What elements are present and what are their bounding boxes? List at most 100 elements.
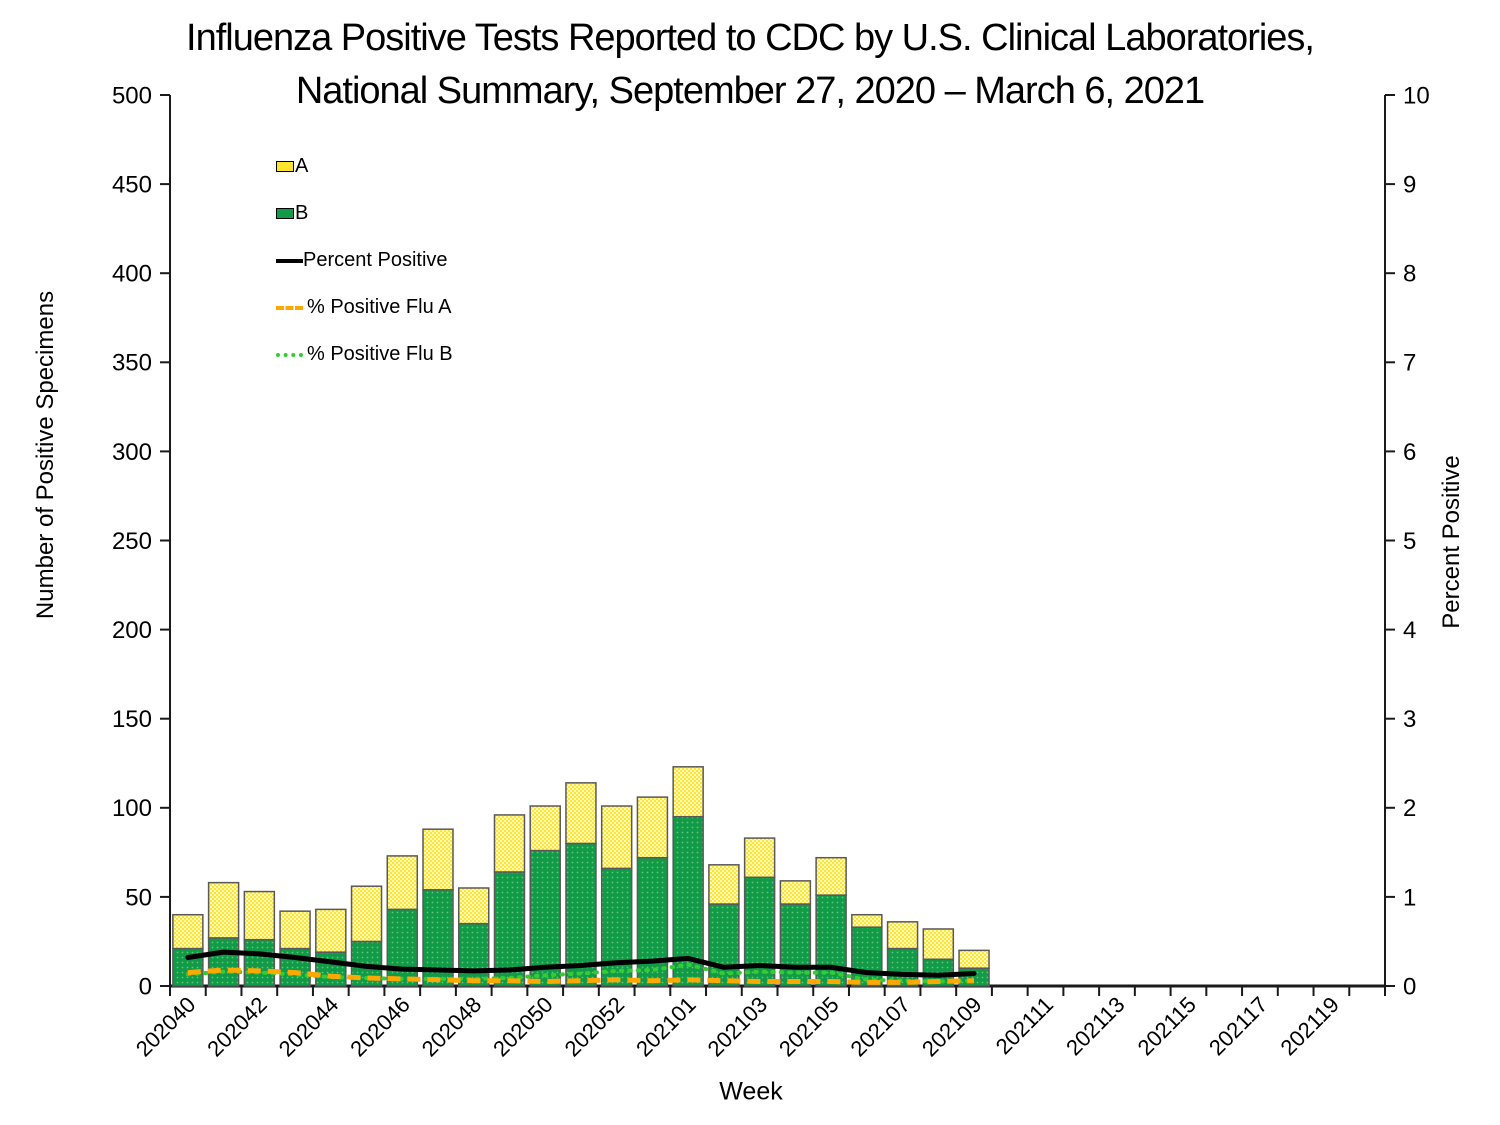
y-right-tick-label: 4 bbox=[1403, 617, 1416, 644]
y-left-tick-label: 50 bbox=[125, 884, 152, 911]
y-left-tick-label: 400 bbox=[112, 261, 152, 288]
percent-positive-line-sample bbox=[276, 258, 303, 263]
x-tick-label: 202050 bbox=[488, 992, 558, 1062]
bar-a-202041 bbox=[207, 881, 240, 939]
y-right-tick-label: 3 bbox=[1403, 706, 1416, 733]
bar-b-202046 bbox=[386, 908, 419, 987]
y-left-tick-label: 450 bbox=[112, 172, 152, 199]
chart-title-line1: Influenza Positive Tests Reported to CDC… bbox=[186, 17, 1315, 59]
pct-flu-b-line-sample bbox=[276, 352, 303, 357]
x-tick-label: 202107 bbox=[846, 992, 916, 1062]
flu-a-swatch bbox=[276, 161, 294, 172]
x-tick-label: 202048 bbox=[417, 992, 487, 1062]
chart-title: Influenza Positive Tests Reported to CDC… bbox=[0, 12, 1500, 118]
x-tick-label: 202119 bbox=[1275, 992, 1343, 1060]
y-right-tick-label: 2 bbox=[1403, 795, 1416, 822]
bar-a-202104 bbox=[779, 880, 812, 905]
y-left-tick-label: 300 bbox=[112, 439, 152, 466]
y-right-tick-label: 0 bbox=[1403, 973, 1416, 1000]
bar-a-202044 bbox=[315, 908, 347, 953]
y-left-tick-label: 200 bbox=[112, 617, 152, 644]
bars-group bbox=[172, 766, 990, 987]
bar-b-202052 bbox=[600, 867, 633, 987]
bar-a-202053 bbox=[636, 796, 669, 859]
y-left-tick-label: 350 bbox=[112, 350, 152, 377]
y-right-tick-label: 7 bbox=[1403, 350, 1416, 377]
bar-a-202108 bbox=[922, 928, 955, 961]
bar-a-202106 bbox=[851, 913, 883, 928]
x-tick-label: 202105 bbox=[774, 992, 844, 1062]
pct-flu-a-line-sample bbox=[276, 305, 303, 310]
bar-a-202107 bbox=[886, 921, 919, 950]
y-axis-right-title: Percent Positive bbox=[1438, 455, 1465, 629]
bar-b-202044 bbox=[315, 951, 347, 987]
bar-b-202042 bbox=[243, 938, 276, 987]
flu-b-swatch bbox=[276, 208, 294, 219]
y-left-tick-label: 150 bbox=[112, 706, 152, 733]
bar-a-202048 bbox=[458, 887, 490, 925]
bar-a-202102 bbox=[708, 864, 740, 905]
percent-positive-line bbox=[185, 949, 977, 978]
y-left-tick-label: 500 bbox=[112, 82, 152, 109]
x-tick-label: 202111 bbox=[991, 992, 1058, 1059]
bar-b-202050 bbox=[529, 849, 561, 987]
legend-label-flu-b: B bbox=[295, 202, 309, 224]
legend-item-pct-flu-b: % Positive Flu B bbox=[276, 331, 453, 378]
legend-label-pct-flu-a: % Positive Flu A bbox=[307, 296, 452, 318]
legend-label-percent-positive: Percent Positive bbox=[303, 249, 448, 271]
x-tick-label: 202115 bbox=[1133, 992, 1201, 1060]
y-right-tick-label: 9 bbox=[1403, 172, 1416, 199]
x-tick-label: 202103 bbox=[703, 992, 773, 1062]
bar-a-202101 bbox=[672, 766, 704, 818]
bar-b-202103 bbox=[743, 876, 776, 987]
bar-a-202045 bbox=[350, 885, 383, 943]
y-right-tick-label: 5 bbox=[1403, 528, 1416, 555]
bar-a-202043 bbox=[279, 910, 311, 950]
y-right-tick-label: 8 bbox=[1403, 261, 1416, 288]
bar-a-202042 bbox=[243, 890, 276, 941]
legend: A B Percent Positive % Positive Flu A % … bbox=[276, 143, 453, 378]
legend-item-percent-positive: Percent Positive bbox=[276, 237, 453, 284]
x-tick-label: 202109 bbox=[917, 992, 987, 1062]
bar-a-202050 bbox=[529, 805, 561, 852]
x-tick-label: 202044 bbox=[274, 992, 344, 1062]
bar-a-202047 bbox=[422, 828, 454, 891]
bar-b-202109 bbox=[958, 967, 990, 987]
y-right-tick-label: 10 bbox=[1403, 82, 1430, 109]
x-tick-label: 202117 bbox=[1204, 992, 1272, 1060]
bar-b-202041 bbox=[207, 937, 240, 987]
x-tick-label: 202052 bbox=[560, 992, 630, 1062]
y-left-tick-label: 250 bbox=[112, 528, 152, 555]
bar-a-202046 bbox=[386, 855, 419, 911]
pct-positive-flu-b-line bbox=[185, 962, 977, 984]
x-tick-label: 202046 bbox=[345, 992, 415, 1062]
bar-a-202103 bbox=[743, 837, 776, 879]
y-left-tick-label: 100 bbox=[112, 795, 152, 822]
bar-a-202052 bbox=[600, 805, 633, 870]
legend-item-flu-b: B bbox=[276, 190, 453, 237]
chart-title-line2: National Summary, September 27, 2020 – M… bbox=[295, 70, 1205, 112]
bar-a-202105 bbox=[815, 856, 847, 896]
x-tick-label: 202113 bbox=[1061, 992, 1129, 1060]
bar-a-202109 bbox=[958, 949, 990, 969]
y-right-tick-label: 6 bbox=[1403, 439, 1416, 466]
pct-positive-flu-a-line bbox=[187, 967, 975, 985]
legend-item-pct-flu-a: % Positive Flu A bbox=[276, 284, 453, 331]
legend-label-flu-a: A bbox=[295, 155, 309, 177]
bar-b-202053 bbox=[636, 856, 669, 987]
bar-a-202049 bbox=[493, 814, 526, 873]
legend-item-flu-a: A bbox=[276, 143, 453, 190]
bar-a-202051 bbox=[565, 782, 597, 845]
y-axis-left-title: Number of Positive Specimens bbox=[32, 290, 59, 620]
x-axis-title: Week bbox=[719, 1077, 783, 1106]
x-tick-label: 202101 bbox=[631, 992, 701, 1062]
bar-b-202048 bbox=[458, 922, 490, 987]
x-tick-label: 202042 bbox=[202, 992, 272, 1062]
legend-label-pct-flu-b: % Positive Flu B bbox=[307, 343, 453, 365]
bar-a-202040 bbox=[172, 913, 204, 950]
y-left-tick-label: 0 bbox=[139, 973, 152, 1000]
y-right-tick-label: 1 bbox=[1403, 884, 1416, 911]
x-tick-label: 202040 bbox=[131, 992, 201, 1062]
